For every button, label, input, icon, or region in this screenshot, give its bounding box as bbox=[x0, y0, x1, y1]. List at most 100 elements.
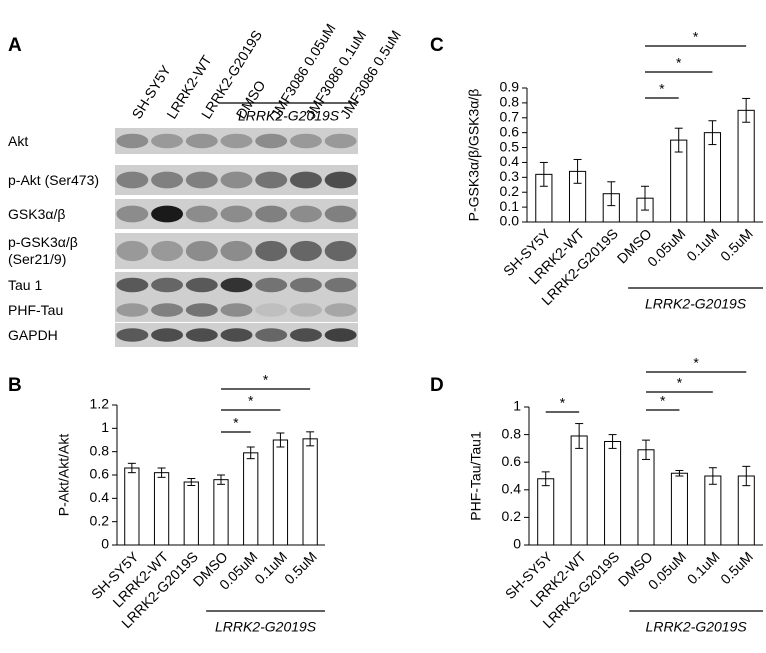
error-bar bbox=[217, 474, 225, 485]
significance-label: * bbox=[560, 395, 566, 411]
error-bar bbox=[642, 439, 650, 460]
x-tick-label: 0.5uM bbox=[717, 548, 756, 587]
significance-label: * bbox=[693, 355, 699, 371]
blot-band bbox=[185, 171, 218, 189]
bar bbox=[604, 441, 622, 546]
y-tick-label: 0 bbox=[513, 536, 521, 552]
error-bar bbox=[607, 181, 616, 207]
error-bar bbox=[708, 120, 717, 146]
blot-band bbox=[116, 240, 149, 262]
blot-band bbox=[220, 277, 253, 293]
x-tick-label: 0.05uM bbox=[644, 225, 688, 269]
x-tick-label: 0.1uM bbox=[683, 225, 722, 264]
bar bbox=[570, 435, 588, 546]
panel-letter: C bbox=[430, 35, 444, 56]
significance-label: * bbox=[676, 55, 682, 71]
bar bbox=[737, 475, 755, 546]
y-tick-label: 0.6 bbox=[502, 453, 522, 469]
blot-band bbox=[220, 171, 253, 189]
blot-band bbox=[116, 277, 149, 293]
blot-band bbox=[116, 303, 149, 317]
bar bbox=[670, 472, 688, 546]
blot-band bbox=[185, 133, 218, 149]
error-bar bbox=[608, 434, 617, 449]
significance-label: * bbox=[233, 415, 239, 431]
blot-band bbox=[289, 171, 322, 189]
blot-band bbox=[116, 171, 149, 189]
blot-band bbox=[324, 205, 357, 223]
error-bar bbox=[127, 462, 136, 474]
group-label: LRRK2-G2019S bbox=[215, 619, 317, 635]
significance-label: * bbox=[660, 393, 666, 409]
blot-band bbox=[255, 133, 288, 149]
bar bbox=[704, 475, 722, 546]
y-tick-label: 0.8 bbox=[90, 442, 110, 458]
error-bar bbox=[675, 469, 684, 477]
row-label: p-Akt (Ser473) bbox=[8, 171, 100, 188]
bar bbox=[213, 479, 229, 546]
error-bar bbox=[742, 97, 751, 123]
blot-band bbox=[151, 328, 184, 342]
blot-band bbox=[289, 328, 322, 342]
error-bar bbox=[246, 446, 255, 460]
blot-band bbox=[255, 328, 288, 342]
blot-band bbox=[255, 171, 288, 189]
significance-label: * bbox=[677, 375, 683, 391]
blot-band bbox=[151, 240, 184, 262]
x-tick-label: 0.1uM bbox=[684, 548, 723, 587]
error-bar bbox=[742, 465, 751, 487]
error-bar bbox=[539, 161, 548, 187]
blot-band bbox=[220, 240, 253, 262]
group-label: LRRK2-G2019S bbox=[238, 108, 340, 124]
row-label: GSK3α/β bbox=[8, 205, 66, 222]
row-label: PHF-Tau bbox=[8, 301, 64, 318]
row-label: Akt bbox=[8, 132, 29, 149]
blot-band bbox=[185, 205, 218, 223]
y-tick-label: 0.3 bbox=[500, 168, 520, 184]
bar bbox=[153, 472, 170, 546]
row-label: p-GSK3α/β (Ser21/9) bbox=[8, 234, 78, 267]
x-tick-label: 0.5uM bbox=[281, 548, 320, 587]
error-bar bbox=[157, 467, 166, 478]
y-axis-label: PHF-Tau/Tau1 bbox=[468, 431, 484, 521]
blot-band bbox=[151, 205, 184, 223]
y-tick-label: 0.4 bbox=[500, 153, 520, 169]
blot-band bbox=[324, 240, 357, 262]
panel-letter: D bbox=[430, 375, 444, 396]
y-tick-label: 0.8 bbox=[502, 425, 522, 441]
blot-band bbox=[151, 133, 184, 149]
y-tick-label: 0.2 bbox=[500, 183, 520, 199]
y-tick-label: 0.4 bbox=[90, 489, 110, 505]
blot-band bbox=[116, 133, 149, 149]
bar bbox=[703, 132, 722, 223]
blot-band bbox=[255, 205, 288, 223]
blot-band bbox=[220, 133, 253, 149]
blot-band bbox=[220, 205, 253, 223]
blot-band bbox=[324, 171, 357, 189]
blot-band bbox=[116, 205, 149, 223]
y-tick-label: 0.1 bbox=[500, 198, 520, 214]
blot-band bbox=[289, 240, 322, 262]
blot-band bbox=[151, 303, 184, 317]
blot-band bbox=[255, 303, 288, 317]
bar bbox=[243, 452, 259, 546]
blot-band bbox=[255, 240, 288, 262]
bar bbox=[537, 478, 555, 546]
blot-band bbox=[116, 328, 149, 342]
bar bbox=[302, 438, 318, 546]
error-bar bbox=[276, 432, 285, 448]
significance-label: * bbox=[248, 393, 254, 409]
y-tick-label: 1 bbox=[101, 419, 109, 435]
blot-band bbox=[185, 303, 218, 317]
bar bbox=[737, 109, 755, 223]
row-label: Tau 1 bbox=[8, 276, 43, 293]
error-bar bbox=[306, 431, 315, 447]
x-tick-label: 0.05uM bbox=[645, 548, 689, 592]
y-tick-label: 0.6 bbox=[500, 123, 520, 139]
group-label: LRRK2-G2019S bbox=[646, 619, 748, 635]
x-tick-label: 0.1uM bbox=[251, 548, 290, 587]
blot-band bbox=[220, 303, 253, 317]
panel-letter: A bbox=[8, 35, 22, 56]
